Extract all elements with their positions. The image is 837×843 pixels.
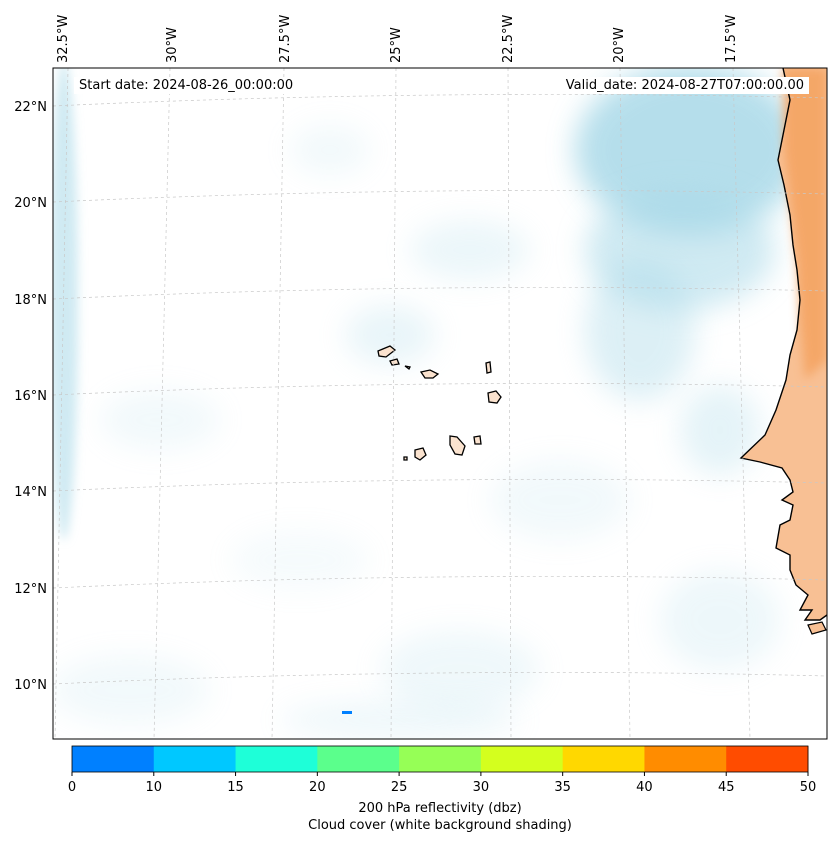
lat-label: 10°N xyxy=(14,678,47,693)
lat-label: 18°N xyxy=(14,293,47,308)
colorbar-tick-label: 20 xyxy=(309,780,326,795)
colorbar-segment xyxy=(72,746,155,772)
lat-label: 22°N xyxy=(14,100,47,115)
lon-label: 22.5°W xyxy=(501,15,516,63)
colorbar-tick-label: 10 xyxy=(146,780,163,795)
lon-label: 17.5°W xyxy=(724,15,739,63)
colorbar-segment xyxy=(399,746,482,772)
colorbar-segment xyxy=(726,746,809,772)
colorbar-tick-label: 35 xyxy=(554,780,571,795)
lon-label: 27.5°W xyxy=(278,15,293,63)
lon-label: 32.5°W xyxy=(56,15,71,63)
colorbar-segment xyxy=(644,746,727,772)
colorbar-segment xyxy=(317,746,400,772)
valid-date-label: Valid_date: 2024-08-27T07:00:00.00 xyxy=(560,77,809,94)
lat-label: 12°N xyxy=(14,582,47,597)
colorbar-tick-label: 40 xyxy=(636,780,653,795)
start-date-label: Start date: 2024-08-26_00:00:00 xyxy=(74,77,299,94)
map-frame xyxy=(52,67,828,740)
colorbar-tick-label: 0 xyxy=(68,780,76,795)
colorbar-tick-label: 25 xyxy=(391,780,408,795)
colorbar-sublabel: Cloud cover (white background shading) xyxy=(308,818,572,833)
lon-label: 30°W xyxy=(165,27,180,63)
colorbar-tick-label: 30 xyxy=(473,780,490,795)
colorbar-segment xyxy=(562,746,645,772)
colorbar: 0 10 15 20 25 30 35 40 45 50 xyxy=(68,745,817,795)
latitude-labels: 22°N 20°N 18°N 16°N 14°N 12°N 10°N xyxy=(14,100,47,693)
lat-label: 14°N xyxy=(14,485,47,500)
lat-label: 20°N xyxy=(14,196,47,211)
colorbar-segment xyxy=(480,746,564,772)
gridlines xyxy=(53,68,827,739)
reflectivity-echo xyxy=(342,711,352,714)
lon-label: 25°W xyxy=(389,27,404,63)
cloud-cover-shading xyxy=(53,68,805,739)
colorbar-tick-label: 15 xyxy=(227,780,244,795)
colorbar-tick-label: 45 xyxy=(718,780,735,795)
colorbar-segment xyxy=(153,746,237,772)
colorbar-label: 200 hPa reflectivity (dbz) xyxy=(358,801,522,816)
africa-landmass xyxy=(739,68,827,635)
lat-label: 16°N xyxy=(14,389,47,404)
lon-label: 20°W xyxy=(612,27,627,63)
longitude-labels: 32.5°W 30°W 27.5°W 25°W 22.5°W 20°W 17.5… xyxy=(56,15,739,63)
colorbar-tick-label: 50 xyxy=(800,780,817,795)
cape-verde-islands xyxy=(377,345,502,461)
colorbar-segment xyxy=(235,746,318,772)
